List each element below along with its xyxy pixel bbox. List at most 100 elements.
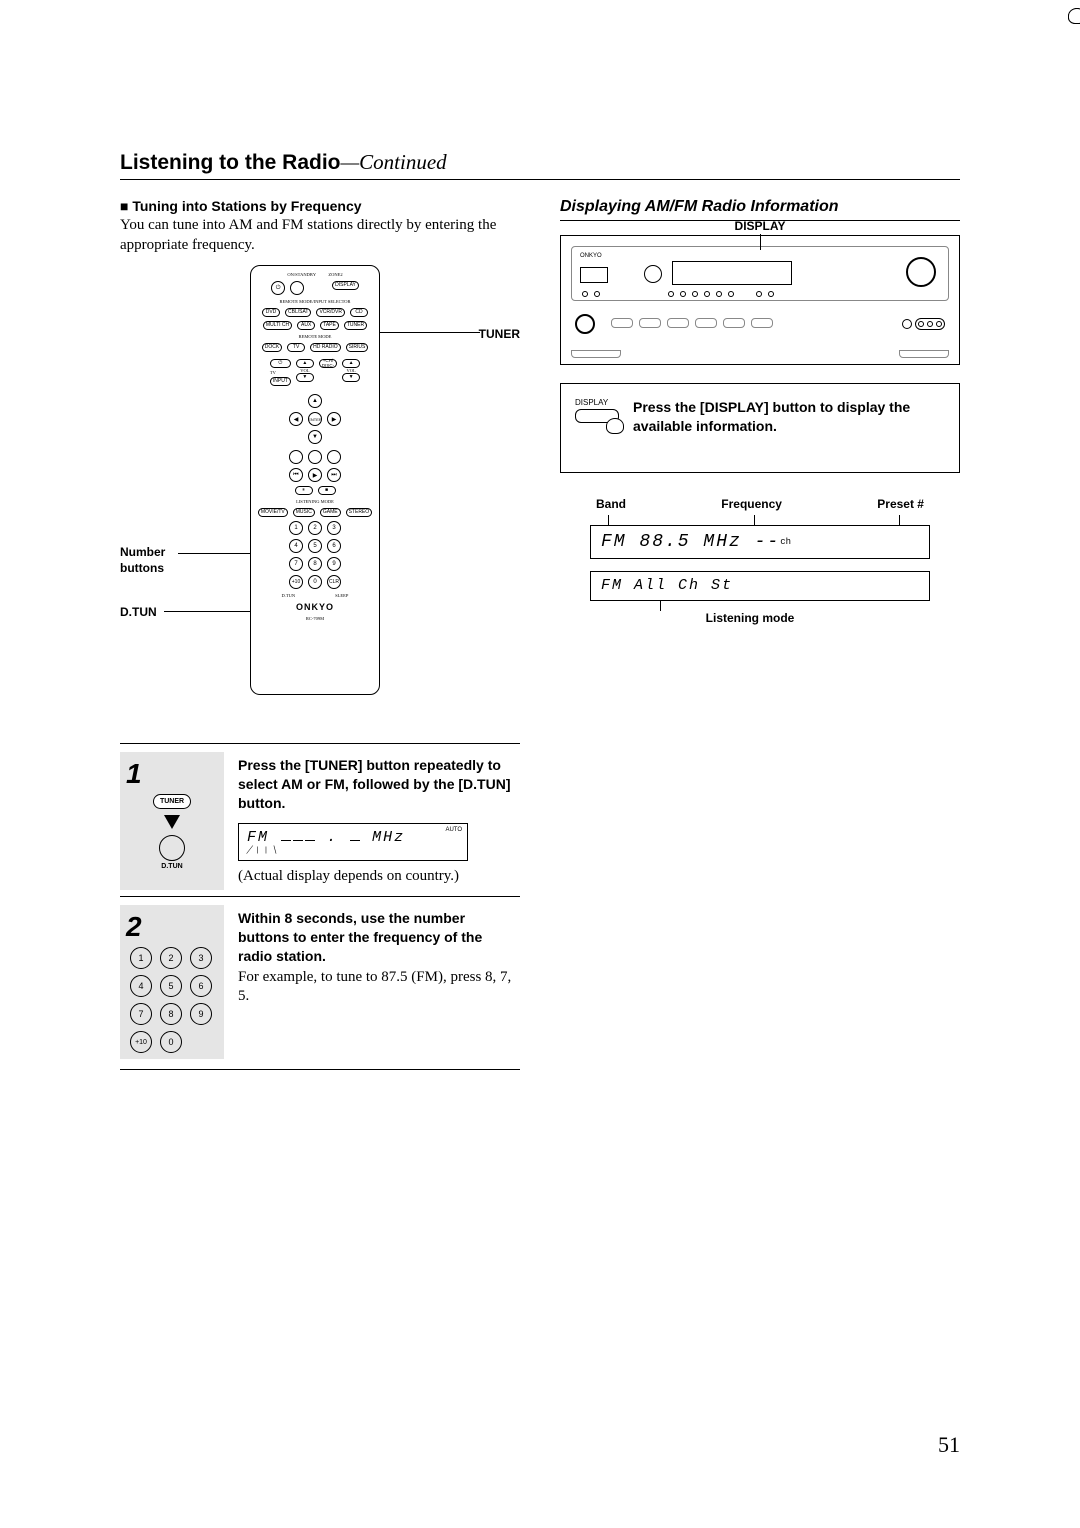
lcd-u1 bbox=[281, 840, 291, 841]
step-2: 2 1 2 3 4 5 6 7 8 9 +10 0 bbox=[120, 896, 520, 1070]
receiver-panel1 bbox=[580, 267, 608, 283]
receiver-front: ONKYO bbox=[560, 235, 960, 365]
step-1-lcd-wrap: AUTO FM . MHz ╱ | | ╲ bbox=[238, 823, 468, 861]
annot-preset: Preset # bbox=[877, 497, 924, 511]
np-p10: +10 bbox=[130, 1031, 152, 1053]
r-cbl: CBL/SAT bbox=[285, 308, 311, 317]
r-7: 7 bbox=[289, 557, 303, 571]
r-sleep-lbl: SLEEP bbox=[335, 593, 348, 598]
np-1: 1 bbox=[130, 947, 152, 969]
line-tuner bbox=[380, 332, 480, 333]
r-dtun-lbl: D.TUN bbox=[282, 593, 296, 598]
step-1: 1 TUNER D.TUN Press the [TUNER] button r… bbox=[120, 743, 520, 890]
subhead-bullet: ■ bbox=[120, 198, 132, 214]
dtun-small-label: D.TUN bbox=[161, 863, 182, 870]
display-instruction-text: Press the [DISPLAY] button to display th… bbox=[633, 398, 945, 436]
display-instruction: DISPLAY Press the [DISPLAY] button to di… bbox=[560, 383, 960, 473]
r-vcr: VCR/DVR bbox=[316, 308, 345, 317]
callout-tuner: TUNER bbox=[479, 327, 520, 341]
right-column: Displaying AM/FM Radio Information DISPL… bbox=[560, 198, 960, 1070]
arrow-down-icon bbox=[164, 815, 180, 829]
r-tape: TAPE bbox=[320, 321, 339, 330]
step-1-note: (Actual display depends on country.) bbox=[238, 867, 520, 887]
np-4: 4 bbox=[130, 975, 152, 997]
r-up2: ▲ bbox=[342, 359, 360, 368]
right-section-title: Displaying AM/FM Radio Information bbox=[560, 198, 960, 221]
lcd-mhz: MHz bbox=[372, 829, 405, 846]
receiver-dots-r bbox=[756, 291, 774, 297]
display-btn-rect bbox=[575, 409, 619, 423]
step-1-num: 1 bbox=[126, 758, 142, 790]
line-dtun bbox=[164, 611, 250, 612]
receiver-jack bbox=[575, 314, 595, 334]
r-4: 4 bbox=[289, 539, 303, 553]
remote-label-zone2: ZONE2 bbox=[328, 272, 342, 277]
r-enter: ENTER bbox=[308, 412, 322, 426]
r-5: 5 bbox=[308, 539, 322, 553]
r-game: GAME bbox=[320, 508, 341, 517]
remote-label-standby: ON/STANDBY bbox=[287, 272, 316, 277]
np-2: 2 bbox=[160, 947, 182, 969]
np-5: 5 bbox=[160, 975, 182, 997]
display-button-icon: DISPLAY bbox=[575, 398, 619, 436]
r-1: 1 bbox=[289, 521, 303, 535]
step-2-numpad: 1 2 3 4 5 6 7 8 9 +10 0 bbox=[130, 947, 214, 1053]
receiver-wrap: DISPLAY ONKYO bbox=[560, 235, 960, 365]
r-tvlbl: TV bbox=[270, 370, 291, 375]
r-fwd: ⏭ bbox=[327, 468, 341, 482]
tuning-subhead: ■ Tuning into Stations by Frequency bbox=[120, 198, 520, 216]
step1-auto: AUTO bbox=[445, 827, 462, 833]
r-audio bbox=[308, 450, 322, 464]
np-0: 0 bbox=[160, 1031, 182, 1053]
receiver-display-window bbox=[672, 261, 792, 285]
receiver-brand: ONKYO bbox=[580, 253, 602, 259]
annot-listening-mode: Listening mode bbox=[570, 611, 930, 625]
annot-row-top: Band Frequency Preset # bbox=[596, 497, 924, 511]
receiver-chassis: ONKYO bbox=[571, 246, 949, 301]
r-multi: MULTI CH bbox=[263, 321, 292, 330]
zone2-btn bbox=[290, 281, 304, 295]
r-nav-dn: ▼ bbox=[308, 430, 322, 444]
r-aux: AUX bbox=[297, 321, 315, 330]
receiver-dots-m bbox=[668, 291, 734, 297]
r-stereo: STEREO bbox=[346, 508, 373, 517]
receiver-btn-strip bbox=[611, 318, 773, 328]
tuning-body: You can tune into AM and FM stations dir… bbox=[120, 216, 520, 255]
r-tuner: TUNER bbox=[344, 321, 367, 330]
lcd-u2 bbox=[293, 840, 303, 841]
step-2-right: Within 8 seconds, use the number buttons… bbox=[224, 905, 520, 1059]
r-nav-l: ◀ bbox=[289, 412, 303, 426]
r-p10: +10 bbox=[289, 575, 303, 589]
r-play: ▶ bbox=[308, 468, 322, 482]
r-input: INPUT bbox=[270, 377, 291, 386]
receiver-volume-knob bbox=[906, 257, 936, 287]
r-clr: CLR bbox=[327, 575, 341, 589]
lcd-line-1: FM 88.5 MHz -- ch bbox=[590, 525, 930, 559]
annot-freq: Frequency bbox=[721, 497, 782, 511]
r-menu1 bbox=[289, 450, 303, 464]
callout-dtun: D.TUN bbox=[120, 605, 157, 619]
step-2-bold: Within 8 seconds, use the number buttons… bbox=[238, 909, 520, 966]
r-movie: MOVIE/TV bbox=[258, 508, 288, 517]
r-2: 2 bbox=[308, 521, 322, 535]
r-dn1: ▼ bbox=[296, 373, 314, 382]
steps-container: 1 TUNER D.TUN Press the [TUNER] button r… bbox=[120, 743, 520, 1070]
step-1-lcd: FM . MHz ╱ | | ╲ bbox=[238, 823, 468, 861]
lcd2-text: FM All Ch St bbox=[601, 577, 733, 594]
annot-lines-top bbox=[608, 515, 900, 525]
receiver-dots-l bbox=[582, 291, 600, 297]
r-8: 8 bbox=[308, 557, 322, 571]
lcd-line-2: FM All Ch St bbox=[590, 571, 930, 601]
left-column: ■ Tuning into Stations by Frequency You … bbox=[120, 198, 520, 1070]
page-root: Listening to the Radio—Continued ■ Tunin… bbox=[0, 0, 1080, 1528]
receiver-knob1 bbox=[644, 265, 662, 283]
line-number bbox=[178, 553, 250, 554]
remote-body: ON/STANDBY ZONE2 ⏻DISPLAY REMOTE MODE/IN… bbox=[250, 265, 380, 695]
np-3: 3 bbox=[190, 947, 212, 969]
dtun-circle-btn bbox=[159, 835, 185, 861]
np-9: 9 bbox=[190, 1003, 212, 1025]
r-0: 0 bbox=[308, 575, 322, 589]
r-cd: CD bbox=[350, 308, 368, 317]
r-dock: DOCK bbox=[262, 343, 282, 352]
page-title-line: Listening to the Radio—Continued bbox=[120, 150, 960, 180]
